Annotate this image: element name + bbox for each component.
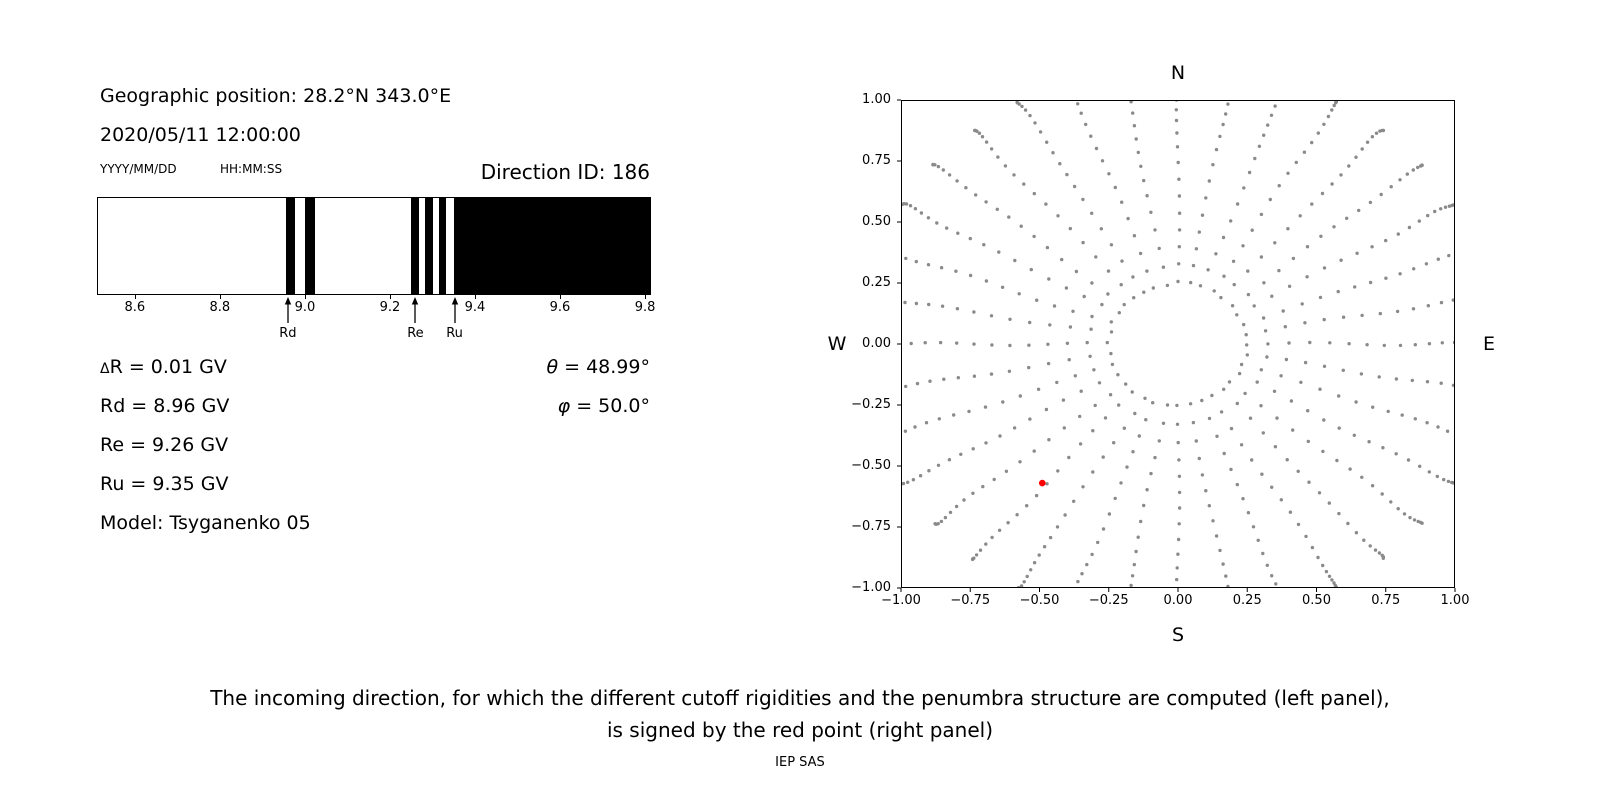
model-text: Model: Tsyganenko 05 — [100, 512, 311, 534]
delta-r-value: R = 0.01 GV — [109, 356, 227, 378]
ru-text: Ru = 9.35 GV — [100, 473, 229, 495]
penumbra-bar — [97, 197, 651, 295]
penumbra-tick-label: 8.8 — [209, 300, 231, 315]
penumbra-forbidden-band — [305, 198, 316, 294]
penumbra-tick-mark — [560, 295, 561, 299]
penumbra-forbidden-band — [454, 198, 650, 294]
cutoff-arrow-label-re: Re — [407, 326, 424, 341]
penumbra-forbidden-band — [286, 198, 296, 294]
penumbra-forbidden-band — [438, 198, 447, 294]
y-tick-label: 0.75 — [862, 153, 891, 168]
x-tick-label: 0.25 — [1232, 593, 1262, 608]
y-tick-label: 0.25 — [862, 275, 891, 290]
time-format-label: HH:MM:SS — [220, 162, 283, 176]
phi-value: = 50.0° — [570, 395, 650, 417]
direction-plot-ticks — [897, 99, 1456, 592]
y-tick-label: −1.00 — [851, 580, 891, 595]
credit-text: IEP SAS — [775, 755, 825, 770]
geo-position-text: Geographic position: 28.2°N 343.0°E — [100, 85, 452, 107]
x-tick-label: 0.00 — [1163, 593, 1193, 608]
delta-symbol: Δ — [100, 361, 110, 377]
up-arrow-icon-ru — [449, 297, 461, 323]
phi-symbol: φ — [557, 395, 571, 417]
rd-text: Rd = 8.96 GV — [100, 395, 230, 417]
selected-direction-point — [1038, 479, 1046, 487]
theta-text: θ = 48.99° — [450, 356, 650, 378]
penumbra-forbidden-band — [425, 198, 433, 294]
date-format-label: YYYY/MM/DD — [100, 162, 177, 176]
penumbra-tick-mark — [219, 295, 221, 299]
phi-text: φ = 50.0° — [450, 395, 650, 417]
y-tick-label: −0.75 — [851, 519, 891, 534]
theta-symbol: θ — [546, 356, 559, 378]
penumbra-tick-mark — [134, 295, 136, 299]
y-tick-label: 0.50 — [862, 214, 891, 229]
datetime-text: 2020/05/11 12:00:00 — [100, 124, 301, 146]
x-tick-label: −0.25 — [1088, 593, 1129, 608]
direction-id-title: Direction ID: 186 — [480, 160, 650, 184]
x-tick-label: −1.00 — [881, 593, 921, 608]
penumbra-tick-label: 9.8 — [634, 300, 656, 315]
y-tick-labels: 1.00 0.75 0.50 0.25 0.00 −0.25 −0.50 −0.75 −1.00 — [829, 92, 891, 595]
cutoff-arrow-label-rd: Rd — [279, 326, 297, 341]
y-tick-label: 1.00 — [862, 92, 891, 107]
penumbra-annotations: Rd Re Ru — [97, 297, 651, 345]
direction-grid-dots — [901, 100, 1455, 588]
penumbra-tick-label: 9.2 — [379, 300, 401, 315]
penumbra-tick-mark — [304, 295, 306, 299]
penumbra-tick-label: 8.6 — [124, 300, 146, 315]
x-tick-label: 1.00 — [1440, 593, 1470, 608]
y-tick-label: −0.50 — [851, 458, 891, 473]
caption-line-2: is signed by the red point (right panel) — [606, 718, 994, 742]
up-arrow-icon-rd — [282, 297, 294, 323]
compass-north-label: N — [1170, 62, 1186, 84]
penumbra-axis: 8.6 8.8 9.0 9.2 9.4 9.6 9.8 — [97, 295, 655, 317]
caption-line-1: The incoming direction, for which the di… — [210, 686, 1390, 710]
theta-value: = 48.99° — [558, 356, 650, 378]
y-tick-label: 0.00 — [862, 336, 891, 351]
x-tick-labels: −1.00 −0.75 −0.50 −0.25 0.00 0.25 0.50 0.75 1.00 — [881, 593, 1469, 611]
delta-r-text: ΔR = 0.01 GV — [100, 356, 227, 378]
x-tick-label: 0.75 — [1371, 593, 1401, 608]
plot-border — [901, 100, 1455, 588]
penumbra-tick-mark — [389, 295, 391, 299]
penumbra-tick-label: 9.6 — [549, 300, 571, 315]
y-tick-label: −0.25 — [851, 397, 891, 412]
direction-plot-panel: N S W E −1.00 −0.75 −0.50 −0.25 0.00 0.25 0.50… — [828, 62, 1495, 646]
compass-west-label: W — [827, 333, 847, 355]
compass-east-label: E — [1482, 333, 1495, 355]
x-tick-label: −0.75 — [950, 593, 991, 608]
penumbra-tick-label: 9.0 — [294, 300, 316, 315]
up-arrow-icon-re — [409, 297, 421, 323]
re-text: Re = 9.26 GV — [100, 434, 229, 456]
penumbra-tick-mark — [645, 295, 647, 299]
cutoff-arrow-label-ru: Ru — [446, 326, 463, 341]
penumbra-tick-label: 9.4 — [464, 300, 486, 315]
direction-plot-svg — [897, 99, 1456, 592]
penumbra-tick-mark — [474, 295, 476, 299]
penumbra-forbidden-band — [411, 198, 419, 294]
x-tick-label: −0.50 — [1019, 593, 1060, 608]
compass-south-label: S — [1171, 624, 1185, 646]
x-tick-label: 0.50 — [1302, 593, 1331, 608]
